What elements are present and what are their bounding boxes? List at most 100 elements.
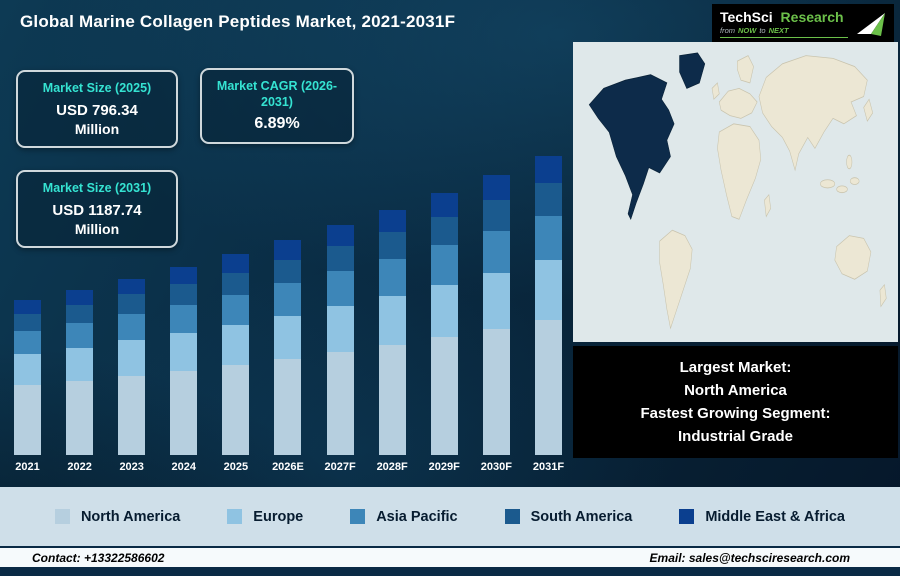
bar-segment-asia-pacific [170, 304, 198, 334]
bar-segment-asia-pacific [274, 283, 302, 316]
bar-segment-asia-pacific [378, 258, 406, 296]
legend-item: Middle East & Africa [679, 509, 845, 525]
legend-item: North America [54, 508, 181, 525]
market-size-2025-box: Market Size (2025) USD 796.34 Million [16, 70, 178, 148]
legend-label: South America [530, 508, 633, 525]
bar-segment-middle-east-africa [118, 278, 146, 295]
bar-segment-europe [170, 333, 198, 371]
stacked-bar-chart: 2021 2022 2023 2024 2025 2026E 2027F 2028F 2029F… [8, 140, 568, 477]
bar-segment-middle-east-africa [14, 300, 41, 314]
bar-segment-europe [326, 305, 354, 352]
bar-column: 2031F [533, 155, 564, 477]
bar-segment-middle-east-africa [482, 175, 510, 201]
bar-stack [222, 254, 250, 455]
bar-stack [66, 290, 94, 455]
legend-swatch [350, 509, 366, 524]
bar-segment-middle-east-africa [66, 290, 94, 305]
bar-segment-europe [378, 295, 406, 345]
continent-europe [718, 87, 758, 119]
bar-segment-south-america [222, 272, 250, 295]
bar-stack [118, 278, 146, 455]
bar-segment-north-america [534, 320, 562, 455]
stat-value: USD 796.34 [56, 101, 138, 119]
bar-segment-middle-east-africa [326, 225, 354, 247]
bar-segment-europe [118, 340, 146, 376]
indonesia-island [836, 185, 848, 194]
contact-phone: Contact: +13322586602 [32, 550, 165, 565]
bar-stack [326, 225, 354, 455]
british-isles [711, 82, 720, 100]
bar-segment-middle-east-africa [170, 267, 198, 285]
legend-label: Middle East & Africa [705, 508, 845, 525]
bar-stack [430, 193, 458, 455]
legend-item: Europe [227, 509, 303, 525]
x-axis-label: 2028F [376, 461, 408, 473]
bar-segment-south-america [118, 294, 146, 314]
bar-segment-north-america [482, 329, 510, 455]
bar-stack [378, 209, 406, 455]
logo-tagline-word: to [759, 26, 766, 36]
bar-column: 2030F [481, 175, 512, 477]
page-title: Global Marine Collagen Peptides Market, … [20, 12, 456, 31]
bar-stack [170, 267, 198, 455]
bar-segment-europe [14, 354, 41, 386]
continent-australia [834, 235, 872, 280]
scandinavia [737, 55, 754, 84]
stat-value: USD 1187.74 [52, 201, 142, 219]
legend-item: South America [504, 508, 633, 525]
bar-segment-south-america [170, 284, 198, 305]
legend-label: North America [80, 508, 181, 525]
logo-text: TechSci Research from NOW to NEXT [720, 8, 848, 39]
x-axis-label: 2021 [15, 461, 40, 473]
bar-segment-europe [534, 260, 562, 321]
market-cagr-box: Market CAGR (2026-2031) 6.89% [200, 68, 354, 145]
stat-unit: Million [74, 220, 120, 237]
stat-value: 6.89% [254, 115, 300, 133]
bar-segment-middle-east-africa [430, 193, 458, 217]
market-size-2031-box: Market Size (2031) USD 1187.74 Million [16, 170, 178, 248]
x-axis-label: 2023 [119, 461, 144, 473]
bar-segment-north-america [274, 358, 302, 455]
stat-label: Market Size (2025) [42, 81, 152, 95]
bar-column: 2028F [376, 209, 408, 477]
bar-segment-south-america [326, 246, 354, 272]
x-axis-label: 2024 [171, 461, 197, 473]
bar-segment-asia-pacific [118, 313, 146, 341]
continent-north-america [588, 74, 675, 221]
x-axis-label: 2022 [67, 461, 92, 473]
bar-column: 2029F [429, 193, 460, 477]
paper-plane-arrow-icon [857, 13, 885, 36]
bottom-navy-strip [0, 567, 900, 576]
japan [863, 98, 874, 122]
largest-market-callout: Largest Market: North America Fastest Gr… [573, 346, 898, 458]
bar-segment-south-america [378, 231, 406, 259]
bar-segment-middle-east-africa [274, 240, 302, 260]
bar-segment-north-america [222, 364, 250, 455]
x-axis-label: 2027F [324, 461, 356, 473]
legend-item: Asia Pacific [350, 508, 458, 525]
bar-segment-south-america [14, 313, 41, 332]
bar-stack [14, 300, 41, 455]
legend-label: Asia Pacific [376, 508, 458, 525]
indonesia-island [849, 177, 860, 185]
logo-brand-secondary: Research [780, 8, 844, 25]
bar-column: 2025 [222, 254, 250, 477]
world-map [573, 42, 898, 342]
bar-segment-north-america [170, 370, 198, 455]
legend-swatch [504, 509, 520, 524]
legend-swatch [227, 509, 243, 524]
bar-segment-north-america [66, 380, 94, 455]
bar-segment-south-america [274, 259, 302, 284]
callout-line-region: North America [684, 381, 787, 399]
footer-bar: Contact: +13322586602 Email: sales@techs… [0, 546, 900, 567]
logo-tagline-word: NEXT [768, 26, 789, 36]
bar-segment-europe [430, 284, 458, 338]
bar-segment-north-america [14, 385, 41, 455]
bar-segment-asia-pacific [66, 323, 94, 348]
bar-segment-europe [482, 273, 510, 329]
continent-asia [758, 55, 868, 172]
callout-line-segment: Industrial Grade [677, 428, 794, 446]
logo-tagline-word: NOW [738, 26, 757, 36]
world-map-svg [573, 42, 898, 342]
